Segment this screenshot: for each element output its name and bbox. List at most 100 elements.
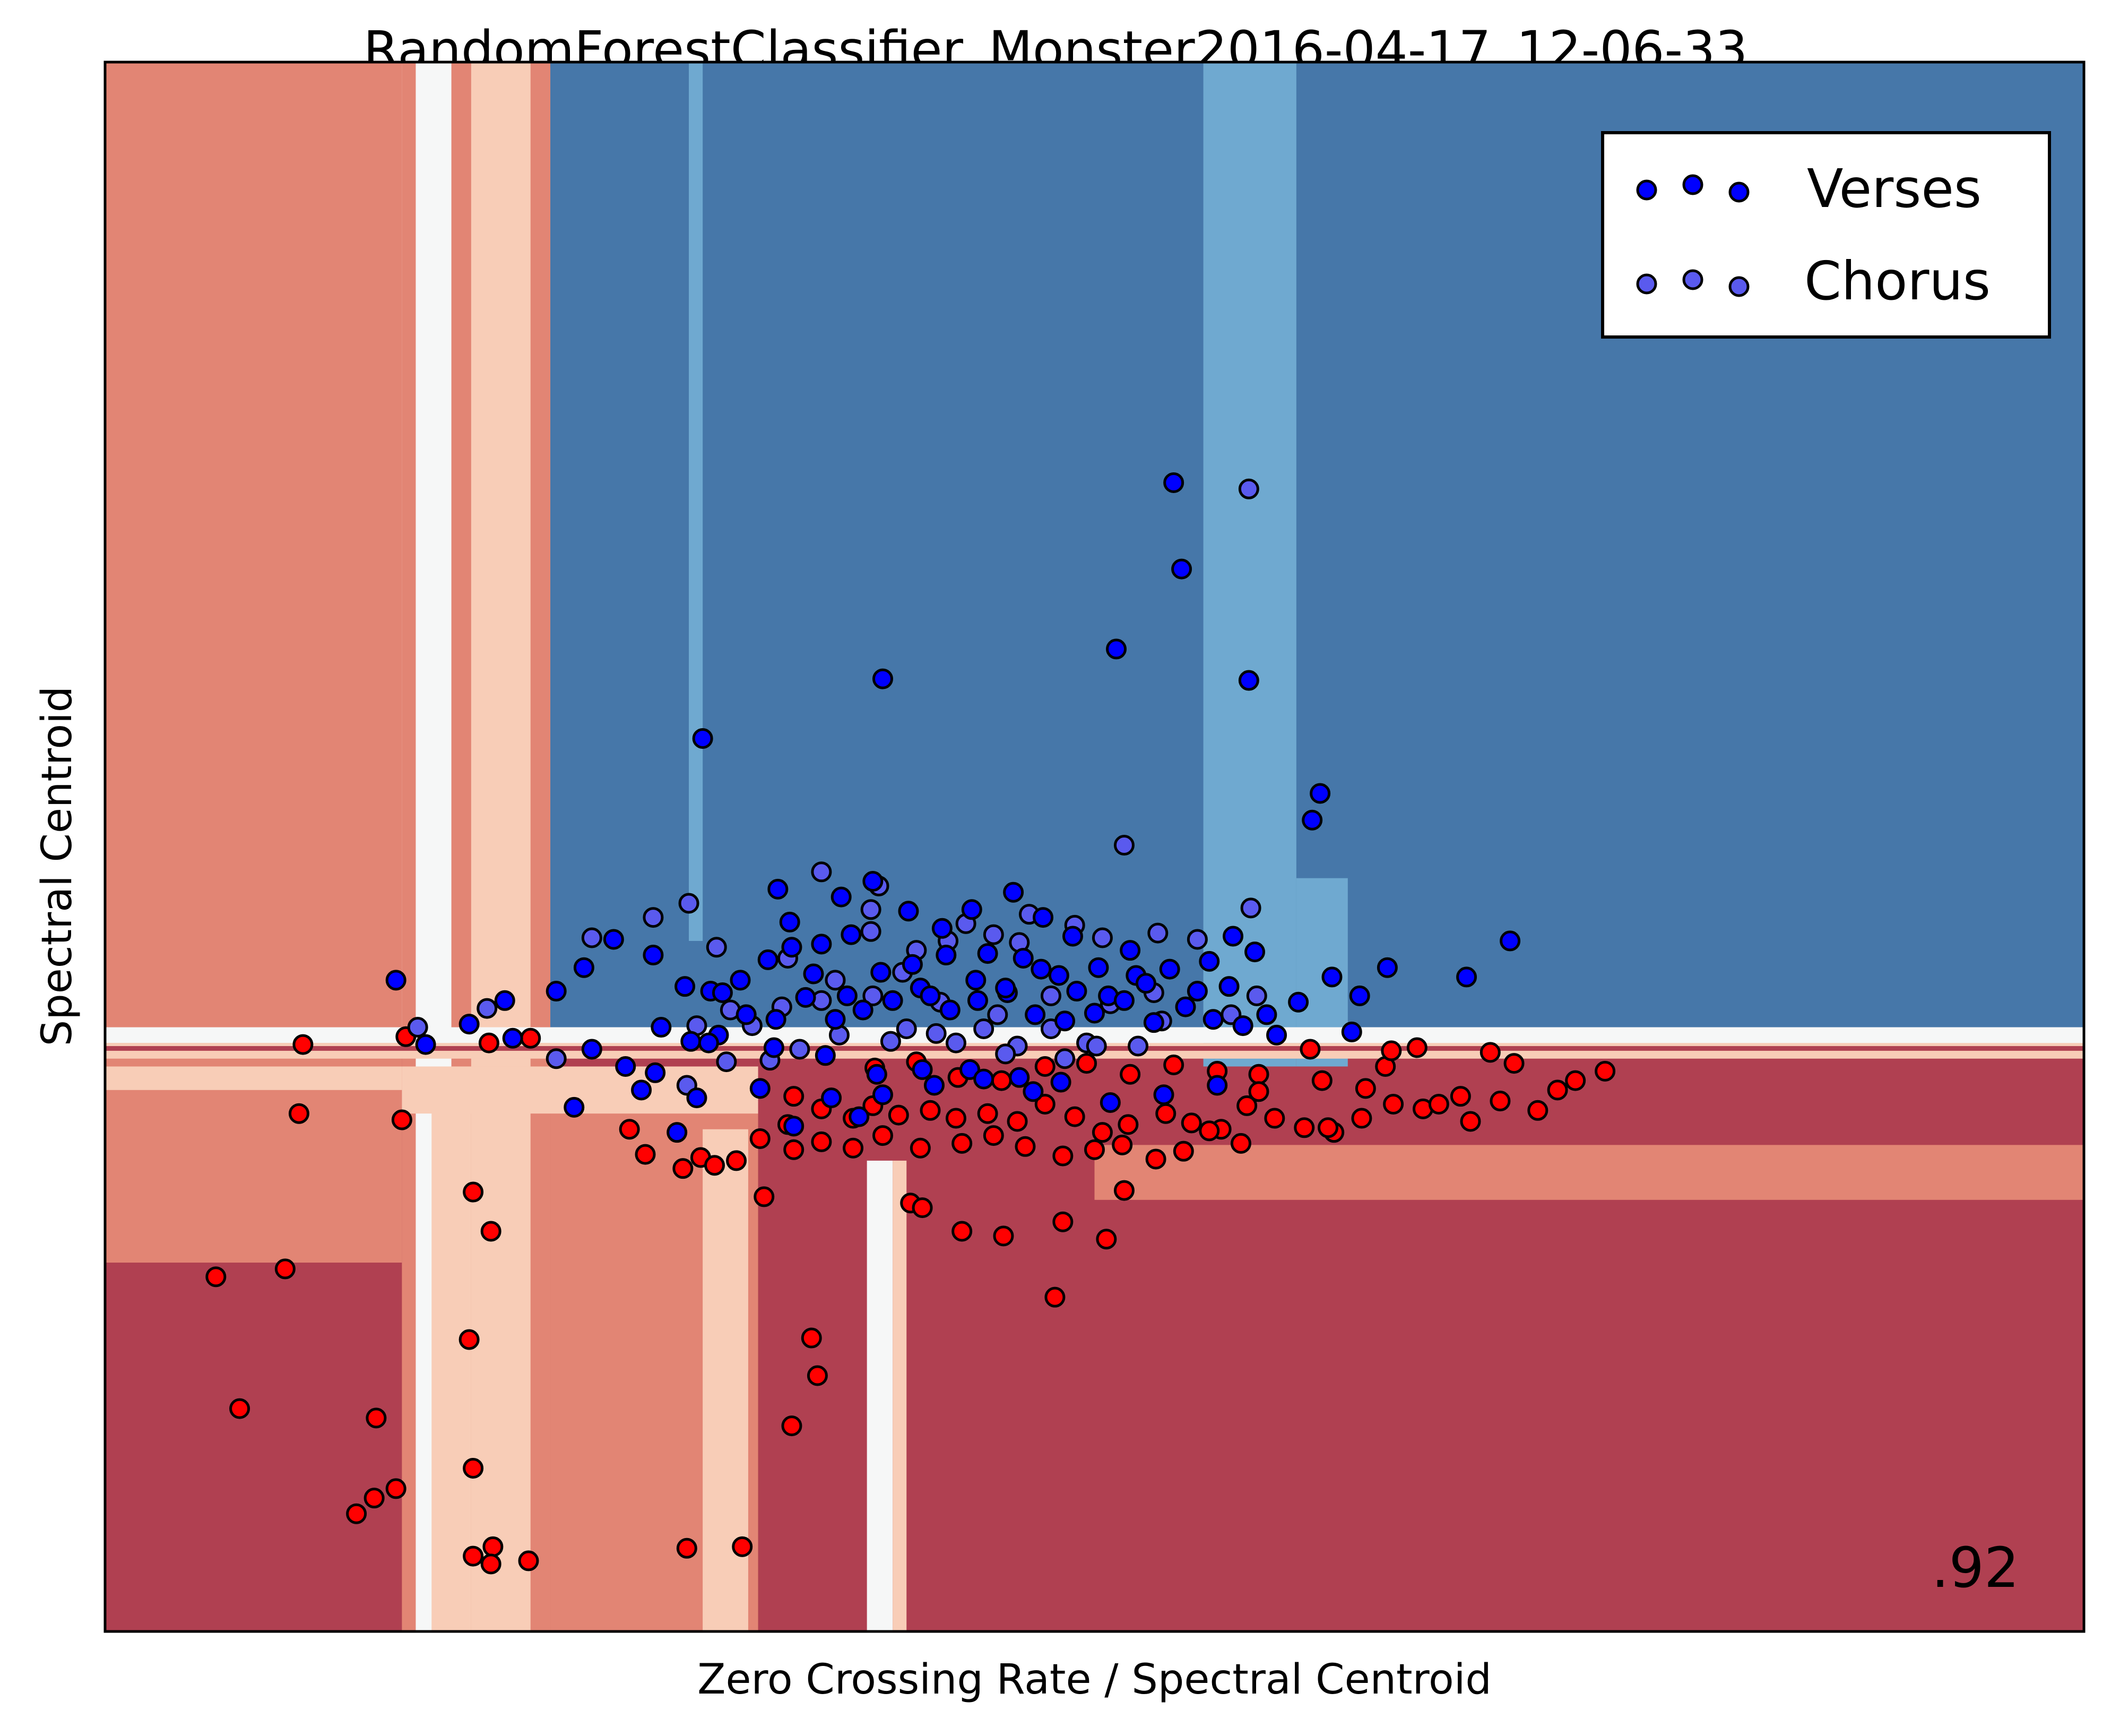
point-chorus-47	[1054, 1048, 1076, 1069]
point-verses-90	[1013, 947, 1034, 969]
point-verses-113	[1153, 1084, 1174, 1105]
point-verses-0	[1163, 472, 1184, 493]
decision-region-red-mid-1	[105, 62, 402, 1263]
point-verses-63	[615, 1056, 636, 1077]
point-chorus-0	[1238, 478, 1259, 499]
point-other-red-30	[619, 1119, 640, 1140]
point-verses-94	[1135, 973, 1156, 994]
point-other-red-80	[1230, 1133, 1251, 1154]
point-verses-111	[1050, 1072, 1071, 1093]
point-verses-34	[1218, 976, 1240, 997]
point-other-red-7	[480, 1221, 501, 1242]
point-other-red-91	[872, 1125, 893, 1146]
point-other-red-40	[1034, 1093, 1056, 1115]
decision-region-red-light-14	[893, 1160, 907, 1631]
point-verses-28	[1031, 958, 1052, 980]
point-verses-8	[1456, 966, 1477, 988]
point-other-red-13	[463, 1457, 484, 1479]
point-verses-26	[965, 970, 987, 991]
point-verses-37	[1321, 966, 1343, 988]
point-verses-20	[781, 937, 802, 958]
point-chorus-2	[1113, 835, 1135, 856]
point-other-red-76	[1406, 1037, 1427, 1058]
point-other-red-0	[292, 1034, 314, 1055]
point-verses-101	[667, 1122, 688, 1143]
point-verses-78	[898, 901, 919, 922]
scatter-points	[205, 472, 1616, 1575]
point-verses-84	[767, 878, 789, 900]
point-verses-21	[811, 934, 832, 955]
point-verses-89	[977, 943, 998, 964]
point-verses-53	[1025, 1004, 1046, 1025]
point-verses-35	[1256, 1004, 1277, 1025]
point-verses-86	[803, 963, 824, 984]
point-verses-39	[1377, 957, 1398, 978]
point-other-red-41	[1064, 1106, 1085, 1127]
point-other-red-71	[1311, 1070, 1333, 1091]
point-chorus-42	[1187, 929, 1208, 950]
point-verses-38	[1349, 985, 1370, 1006]
point-other-red-38	[977, 1103, 998, 1124]
point-other-red-39	[1007, 1111, 1028, 1132]
point-verses-82	[1033, 907, 1054, 928]
point-other-red-77	[1480, 1042, 1501, 1063]
point-verses-10	[385, 970, 406, 991]
point-verses-1	[1171, 558, 1192, 580]
point-verses-22	[841, 924, 862, 945]
point-verses-87	[836, 985, 858, 1006]
point-verses-92	[1088, 957, 1109, 978]
point-verses-18	[730, 970, 751, 991]
point-verses-73	[458, 1014, 480, 1035]
decision-region-red-dark-2	[105, 1263, 402, 1631]
point-verses-97	[1244, 942, 1266, 963]
point-chorus-17	[789, 1039, 810, 1060]
point-other-red-5	[391, 1109, 412, 1130]
point-other-red-45	[1181, 1112, 1202, 1134]
point-verses-51	[967, 990, 988, 1011]
point-verses-64	[645, 1062, 666, 1083]
decision-region-red-mid-15	[1094, 1145, 2084, 1200]
legend-marker-verses-0	[1636, 179, 1657, 201]
point-chorus-33	[1092, 927, 1113, 948]
point-verses-66	[763, 1037, 784, 1058]
point-other-red-69	[1113, 1180, 1135, 1201]
point-verses-83	[1062, 926, 1083, 947]
point-verses-11	[494, 990, 515, 1011]
point-other-red-12	[366, 1407, 387, 1429]
point-verses-33	[1187, 981, 1208, 1002]
point-verses-40	[651, 1017, 672, 1038]
point-chorus-57	[860, 899, 881, 920]
point-chorus-9	[643, 907, 664, 928]
decision-region-neutral-13	[867, 1160, 893, 1631]
score-annotation: .92	[1932, 1535, 2019, 1600]
point-verses-16	[674, 976, 696, 997]
point-chorus-12	[407, 1017, 428, 1038]
point-other-red-81	[1199, 1120, 1220, 1142]
point-other-red-19	[518, 1550, 539, 1571]
point-verses-60	[1232, 1015, 1253, 1037]
point-chorus-5	[860, 921, 881, 942]
point-other-red-105	[1120, 1064, 1141, 1085]
point-other-red-106	[1163, 1055, 1184, 1076]
point-other-red-51	[1351, 1108, 1372, 1129]
point-chorus-53	[825, 970, 846, 991]
point-verses-85	[712, 982, 733, 1004]
point-verses-91	[1048, 965, 1069, 986]
point-chorus-46	[995, 1043, 1016, 1065]
point-other-red-16	[346, 1503, 367, 1524]
point-other-red-94	[783, 1139, 804, 1160]
point-verses-80	[961, 899, 982, 920]
point-other-red-36	[920, 1100, 941, 1121]
point-other-red-63	[912, 1197, 933, 1219]
point-other-red-84	[1112, 1134, 1133, 1155]
point-other-red-79	[1318, 1117, 1339, 1138]
point-verses-109	[973, 1068, 994, 1090]
point-other-red-4	[288, 1103, 309, 1124]
point-other-red-6	[463, 1181, 484, 1203]
point-verses-2	[1106, 638, 1127, 660]
point-verses-103	[631, 1079, 652, 1101]
point-other-red-95	[749, 1128, 771, 1150]
point-verses-76	[830, 886, 852, 908]
point-verses-15	[643, 945, 664, 966]
